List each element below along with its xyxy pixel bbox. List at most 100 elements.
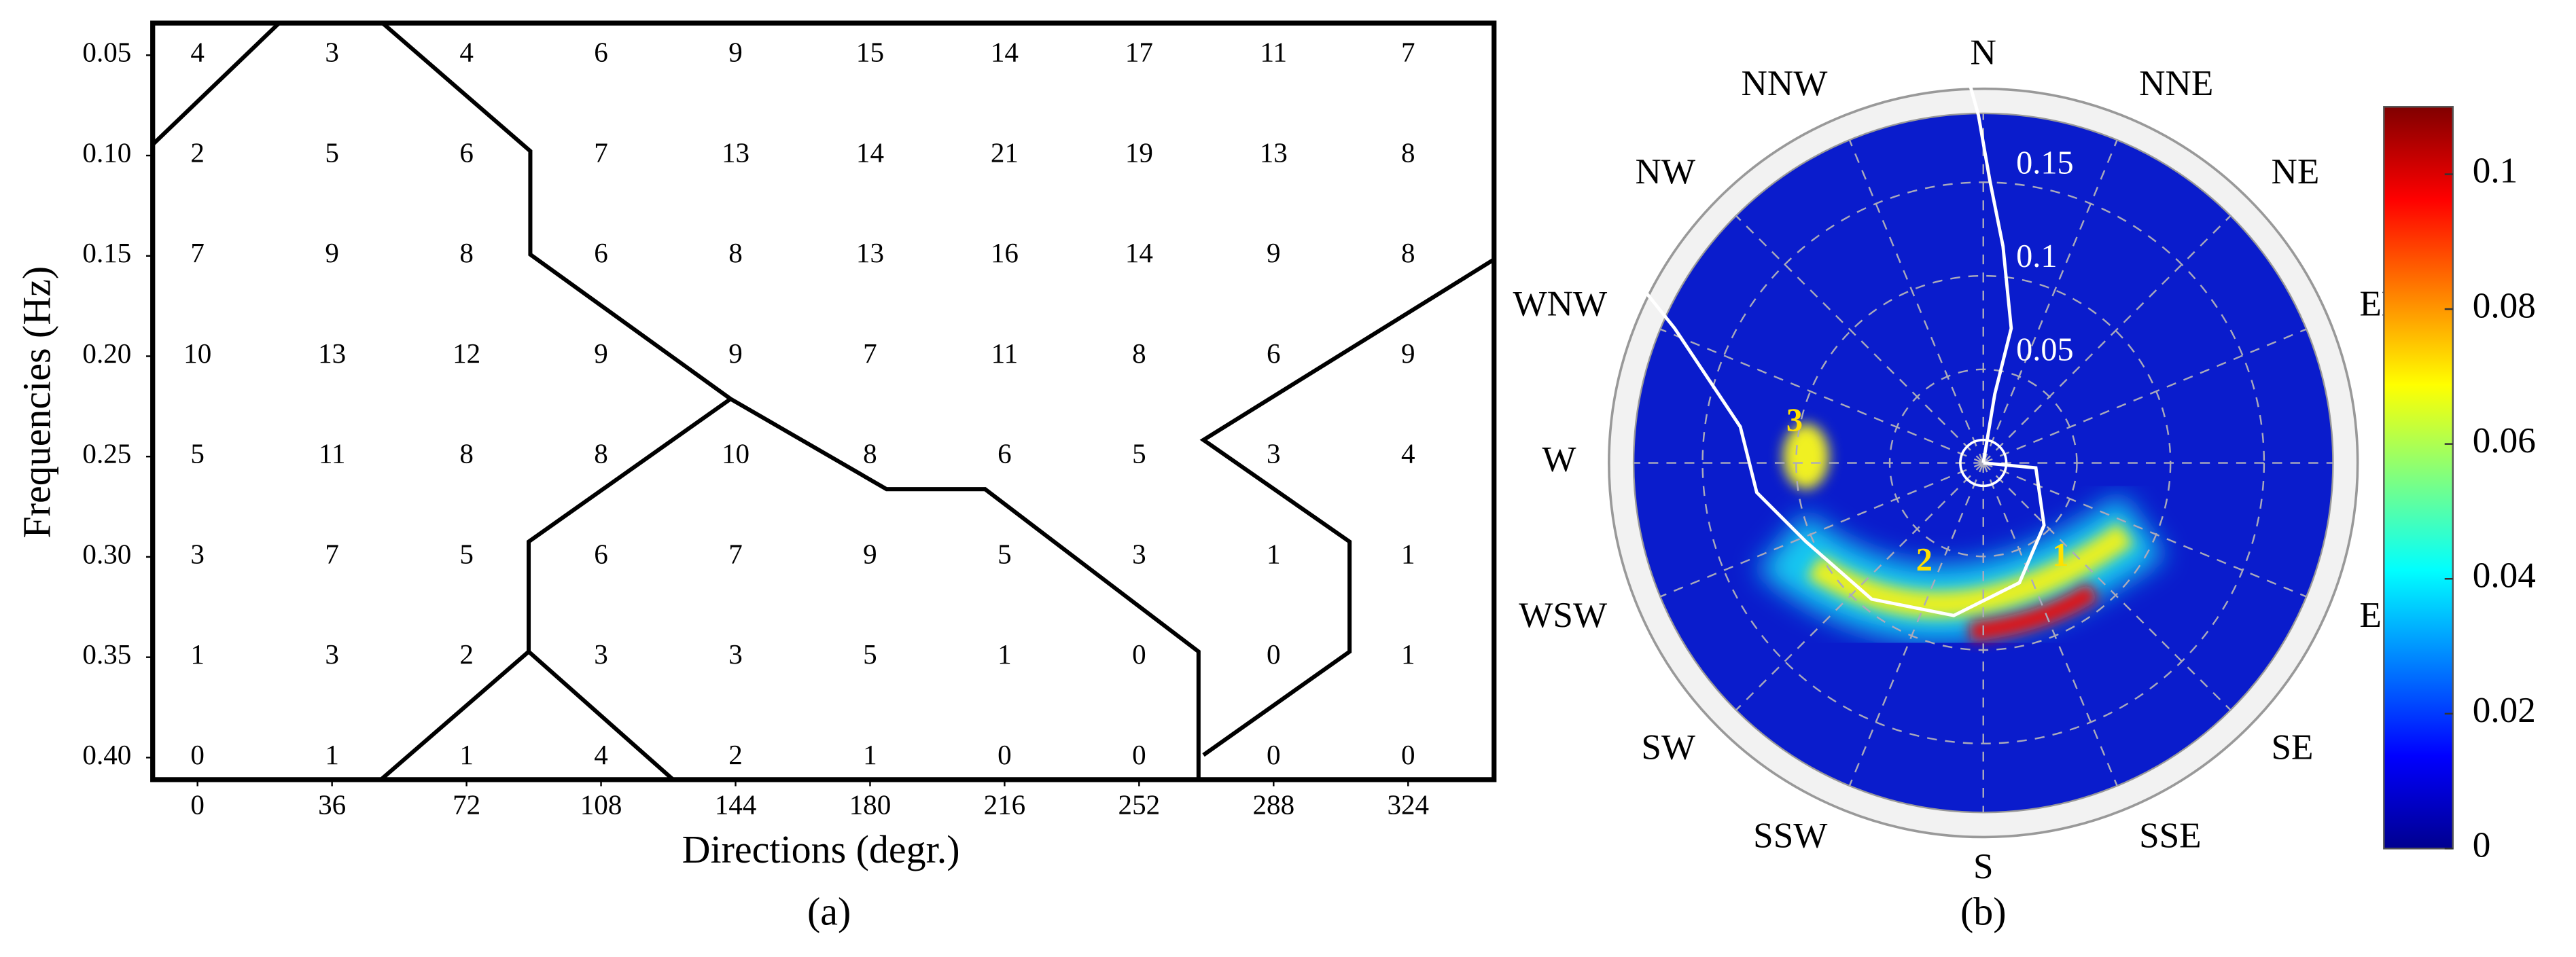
cell-value: 1 [863, 739, 877, 770]
cell-value: 0 [1267, 739, 1281, 770]
cell-value: 13 [1260, 137, 1288, 168]
cell-value: 14 [991, 37, 1019, 68]
cell-value: 1 [998, 638, 1012, 670]
cell-value: 1 [1401, 638, 1415, 670]
cell-value: 7 [190, 237, 205, 268]
y-tick-label: 0.25 [82, 438, 131, 469]
radial-grid-line [1795, 274, 2172, 651]
cell-value: 4 [1401, 438, 1415, 469]
y-axis-label: Frequencies (Hz) [15, 266, 59, 539]
cell-value: 8 [594, 438, 608, 469]
colorbar-tick-label: 0.02 [2473, 691, 2536, 730]
cell-value: 0 [1132, 739, 1146, 770]
colorbar-tick-label: 0 [2473, 826, 2491, 865]
cell-value: 12 [453, 338, 480, 369]
cell-value: 0 [190, 739, 205, 770]
cell-value: 1 [459, 739, 474, 770]
cell-value: 7 [594, 137, 608, 168]
cell-value: 9 [1267, 237, 1281, 268]
colorbar-tick-label: 0.08 [2473, 286, 2536, 325]
cell-value: 5 [325, 137, 339, 168]
cell-value: 8 [1132, 338, 1146, 369]
cell-value: 3 [325, 37, 339, 68]
density-peak [1782, 423, 1829, 490]
cell-value: 0 [998, 739, 1012, 770]
cell-value: 3 [728, 638, 743, 670]
region-boundaries [151, 21, 1496, 782]
x-tick-label: 324 [1387, 789, 1429, 820]
cell-value: 1 [190, 638, 205, 670]
cell-value: 6 [998, 438, 1012, 469]
cell-value: 11 [991, 338, 1019, 369]
density-band [1807, 522, 2134, 618]
spoke [1848, 463, 1984, 787]
cell-value: 21 [991, 137, 1019, 168]
cell-value: 0 [1132, 638, 1146, 670]
x-tick-label: 108 [580, 789, 622, 820]
direction-label: NE [2271, 152, 2319, 192]
direction-label: SSW [1753, 816, 1828, 855]
cell-value: 2 [190, 137, 205, 168]
y-tick-label: 0.10 [82, 137, 131, 168]
cell-value: 6 [594, 37, 608, 68]
panel-label: (b) [1960, 890, 2007, 934]
cell-value: 4 [594, 739, 608, 770]
cell-value: 8 [459, 237, 474, 268]
y-tick-label: 0.35 [82, 638, 131, 670]
spoke [1735, 462, 1984, 711]
peak-label: 2 [1916, 542, 1933, 578]
direction-label: SW [1641, 727, 1696, 767]
y-tick-label: 0.05 [82, 37, 131, 68]
cell-value: 16 [991, 237, 1019, 268]
cell-value: 6 [594, 237, 608, 268]
radial-tick-label: 0.15 [2016, 145, 2074, 181]
cell-value: 9 [728, 37, 743, 68]
cell-value: 13 [856, 237, 884, 268]
cell-value: 3 [1132, 538, 1146, 569]
colorbar [2383, 106, 2454, 850]
cell-value: 5 [1132, 438, 1146, 469]
spoke [1735, 215, 1984, 464]
spoke [1982, 463, 2118, 787]
x-tick-label: 72 [453, 789, 480, 820]
cell-value: 6 [1267, 338, 1281, 369]
radial-grid-line [1888, 368, 2078, 558]
peak-label: 1 [2052, 537, 2068, 573]
spoke [1983, 328, 2307, 464]
cell-value: 11 [319, 438, 346, 469]
cell-value: 8 [728, 237, 743, 268]
cell-value: 14 [856, 137, 884, 168]
cell-value: 13 [318, 338, 346, 369]
cell-value: 8 [1401, 137, 1415, 168]
colorbar-tick-label: 0.04 [2473, 556, 2536, 595]
cell-value: 2 [728, 739, 743, 770]
direction-label: NW [1636, 152, 1696, 192]
x-tick-label: 0 [190, 789, 205, 820]
colorbar-tick-label: 0.1 [2473, 151, 2518, 191]
y-tick-label: 0.30 [82, 538, 131, 569]
peak-label: 3 [1786, 403, 1803, 439]
direction-label: NNE [2139, 64, 2213, 103]
cell-value: 5 [998, 538, 1012, 569]
cell-value: 7 [728, 538, 743, 569]
cell-value: 6 [459, 137, 474, 168]
cell-value: 0 [1267, 638, 1281, 670]
cell-value: 1 [325, 739, 339, 770]
y-tick-label: 0.15 [82, 237, 131, 268]
cell-value: 3 [1267, 438, 1281, 469]
contour-line [1969, 85, 2013, 463]
x-tick-label: 216 [984, 789, 1026, 820]
cell-value: 5 [190, 438, 205, 469]
polar-grid [1634, 113, 2333, 813]
direction-label: SSE [2139, 816, 2202, 855]
cell-value: 4 [459, 37, 474, 68]
spoke [1848, 139, 1984, 464]
cell-value: 9 [594, 338, 608, 369]
cell-value: 10 [183, 338, 211, 369]
cell-value: 13 [722, 137, 749, 168]
density-field [1757, 423, 2165, 642]
density-peak [1969, 582, 2099, 642]
cell-value: 9 [863, 538, 877, 569]
